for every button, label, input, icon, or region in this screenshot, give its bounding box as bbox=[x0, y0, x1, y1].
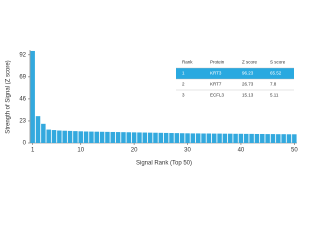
x-tick-label: 30 bbox=[184, 148, 191, 154]
table-cell: 5.11 bbox=[270, 93, 279, 98]
bar bbox=[83, 131, 89, 143]
bar bbox=[270, 134, 276, 143]
x-tick-label: 40 bbox=[238, 148, 245, 154]
table-cell: 26.73 bbox=[242, 82, 254, 87]
table-cell: ECFL3 bbox=[210, 93, 225, 98]
bar bbox=[62, 130, 67, 143]
x-tick-label: 10 bbox=[77, 148, 84, 154]
bar bbox=[174, 133, 180, 143]
bar bbox=[179, 133, 185, 143]
bar bbox=[131, 132, 137, 143]
bar bbox=[89, 131, 94, 143]
bar bbox=[265, 134, 270, 143]
bar bbox=[276, 134, 281, 143]
bar bbox=[142, 132, 148, 143]
bar bbox=[217, 133, 222, 143]
table-header: Z score bbox=[242, 60, 258, 65]
bar bbox=[67, 130, 73, 143]
bar bbox=[78, 131, 83, 143]
table-cell: KRT7 bbox=[210, 82, 222, 87]
bar bbox=[244, 133, 249, 143]
bar bbox=[195, 133, 201, 143]
bar bbox=[153, 132, 158, 143]
x-axis-label: Signal Rank (Top 50) bbox=[136, 161, 192, 167]
y-tick-label: 92 bbox=[19, 52, 26, 58]
table-cell: 65.52 bbox=[270, 71, 282, 76]
bar bbox=[260, 133, 265, 143]
bar bbox=[228, 133, 233, 143]
chart: Strength of Signal (Z score) Signal Rank… bbox=[6, 50, 298, 167]
x-tick-label: 20 bbox=[131, 148, 138, 154]
y-tick-label: 69 bbox=[19, 74, 26, 80]
bar bbox=[190, 133, 196, 143]
bar bbox=[99, 131, 105, 143]
y-axis-label: Strength of Signal (Z score) bbox=[6, 60, 12, 133]
table-cell: KRT3 bbox=[210, 71, 222, 76]
bar bbox=[110, 131, 116, 143]
bar bbox=[254, 133, 260, 143]
bar bbox=[238, 133, 244, 143]
table-cell: 2 bbox=[182, 82, 185, 87]
bar bbox=[249, 133, 254, 143]
bar bbox=[121, 132, 126, 143]
bar bbox=[137, 132, 142, 143]
bar bbox=[126, 132, 132, 143]
bar bbox=[222, 133, 228, 143]
table-header: Protein bbox=[210, 60, 225, 65]
y-tick-label: 23 bbox=[19, 119, 26, 125]
bar bbox=[211, 133, 217, 143]
table-header: S score bbox=[270, 60, 286, 65]
bar bbox=[292, 134, 297, 143]
x-tick-label: 50 bbox=[291, 148, 298, 154]
bar bbox=[105, 131, 110, 143]
y-tick-label: 46 bbox=[19, 96, 26, 102]
bar bbox=[286, 134, 292, 143]
bar bbox=[35, 116, 41, 143]
score-table: Rank Protein Z score S score 1 KRT3 96.23 65.52… bbox=[176, 57, 294, 101]
bar bbox=[46, 129, 51, 143]
bar bbox=[115, 132, 121, 143]
bar bbox=[281, 134, 286, 143]
bar bbox=[169, 133, 174, 143]
table-header: Rank bbox=[182, 60, 193, 65]
x-tick-label: 1 bbox=[31, 148, 35, 154]
bar bbox=[233, 133, 238, 143]
bar bbox=[41, 123, 46, 143]
table-cell: 7.8 bbox=[270, 82, 277, 87]
bar bbox=[163, 132, 169, 143]
bar bbox=[147, 132, 153, 143]
bar bbox=[73, 131, 78, 143]
table-cell: 96.23 bbox=[242, 71, 254, 76]
bar bbox=[57, 130, 62, 143]
bar bbox=[158, 132, 164, 143]
table-cell: 1 bbox=[182, 71, 185, 76]
bar bbox=[30, 50, 35, 143]
bar bbox=[185, 133, 190, 143]
bar bbox=[201, 133, 206, 143]
table-cell: 15.13 bbox=[242, 93, 254, 98]
y-tick-label: 0 bbox=[23, 141, 27, 147]
bar bbox=[94, 131, 99, 143]
bar bbox=[206, 133, 212, 143]
bar bbox=[51, 130, 57, 143]
table-row-highlight bbox=[176, 68, 294, 79]
table-cell: 3 bbox=[182, 93, 185, 98]
